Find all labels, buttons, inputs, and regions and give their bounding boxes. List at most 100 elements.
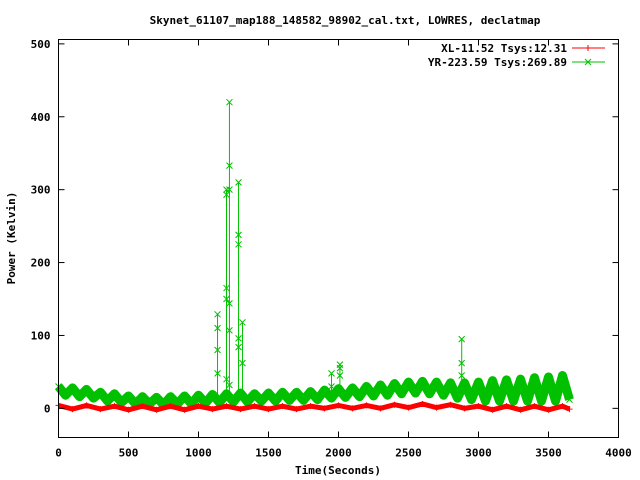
y-axis-label: Power (Kelvin) bbox=[5, 192, 18, 285]
data-point bbox=[433, 404, 440, 411]
spike-point bbox=[223, 186, 230, 194]
spike-point bbox=[235, 335, 242, 342]
data-point bbox=[153, 406, 160, 413]
data-point bbox=[223, 403, 230, 410]
spike-point bbox=[458, 372, 466, 379]
data-point bbox=[195, 391, 202, 399]
data-point bbox=[293, 388, 300, 396]
axis-ticks: 0 500 1000 1500 2000 2500 3000 3500 4000 0 100 200 3… bbox=[31, 38, 632, 460]
data-point bbox=[419, 400, 426, 407]
spike-point bbox=[328, 369, 335, 377]
data-point bbox=[335, 385, 342, 393]
x-tick-label: 0 bbox=[55, 447, 62, 460]
data-point bbox=[279, 403, 286, 410]
data-point bbox=[496, 397, 503, 405]
data-point bbox=[447, 379, 454, 387]
data-point bbox=[342, 394, 349, 401]
y-tick-label: 0 bbox=[44, 402, 51, 415]
spike-point bbox=[226, 186, 233, 194]
spike-point bbox=[226, 162, 233, 169]
spike-point bbox=[226, 381, 233, 389]
data-point bbox=[265, 406, 272, 413]
data-point bbox=[391, 380, 398, 387]
x-tick-label: 1500 bbox=[255, 447, 282, 460]
data-point bbox=[69, 384, 76, 392]
data-point bbox=[307, 403, 314, 410]
data-point bbox=[307, 388, 314, 395]
data-point bbox=[265, 389, 272, 397]
x-tick-label: 2500 bbox=[395, 447, 422, 460]
data-point bbox=[440, 391, 447, 399]
spike-point bbox=[336, 364, 344, 372]
spike-point bbox=[458, 335, 466, 343]
spike-point bbox=[235, 240, 242, 248]
data-point bbox=[503, 403, 510, 410]
data-point bbox=[412, 389, 419, 397]
data-point bbox=[503, 376, 510, 384]
data-point bbox=[489, 377, 496, 384]
data-point bbox=[181, 406, 188, 413]
data-point bbox=[531, 403, 538, 410]
spike-point bbox=[223, 375, 230, 383]
data-point bbox=[300, 396, 307, 404]
data-point bbox=[566, 406, 573, 413]
data-point bbox=[209, 406, 216, 413]
y-tick-label: 300 bbox=[31, 184, 51, 197]
data-point bbox=[83, 386, 90, 393]
data-point bbox=[139, 403, 146, 410]
spike-point bbox=[239, 359, 246, 367]
data-point bbox=[251, 403, 258, 410]
chart-title: Skynet_61107_map188_148582_98902_cal.txt… bbox=[150, 14, 541, 27]
data-point bbox=[468, 396, 475, 403]
data-point bbox=[545, 373, 552, 381]
data-point bbox=[251, 390, 258, 398]
data-point bbox=[237, 406, 244, 413]
spike-point bbox=[328, 383, 335, 390]
spike-point bbox=[214, 369, 221, 377]
spike-point bbox=[214, 310, 221, 318]
data-point bbox=[559, 372, 566, 379]
data-point bbox=[531, 374, 538, 382]
data-point bbox=[209, 391, 216, 398]
series-line-0 bbox=[58, 403, 570, 411]
data-point bbox=[391, 401, 398, 408]
data-point bbox=[461, 405, 468, 412]
data-point bbox=[90, 394, 97, 402]
data-point bbox=[475, 403, 482, 410]
x-tick-label: 3000 bbox=[465, 447, 492, 460]
data-point bbox=[433, 378, 440, 386]
y-tick-label: 100 bbox=[31, 329, 51, 342]
data-point bbox=[139, 393, 146, 401]
data-point bbox=[118, 399, 125, 406]
data-point bbox=[363, 402, 370, 409]
data-point bbox=[111, 403, 118, 410]
spike-point bbox=[223, 284, 230, 292]
x-tick-label: 4000 bbox=[605, 447, 632, 460]
data-point bbox=[230, 398, 237, 406]
x-tick-label: 500 bbox=[119, 447, 139, 460]
data-point bbox=[405, 404, 412, 411]
data-point bbox=[552, 397, 559, 405]
y-tick-label: 500 bbox=[31, 38, 51, 51]
data-point bbox=[510, 397, 517, 405]
data-point bbox=[195, 403, 202, 410]
legend: XL-11.52 Tsys:12.31 YR-223.59 Tsys:269.8… bbox=[428, 42, 605, 69]
data-point bbox=[356, 393, 363, 401]
data-point bbox=[153, 394, 160, 401]
legend-label-xl: XL-11.52 Tsys:12.31 bbox=[441, 42, 567, 55]
data-point bbox=[125, 406, 132, 413]
data-point bbox=[272, 397, 279, 405]
data-point bbox=[167, 403, 174, 410]
x-tick-label: 2000 bbox=[325, 447, 352, 460]
data-point bbox=[111, 390, 118, 398]
data-point bbox=[62, 391, 69, 399]
spike-point bbox=[239, 318, 246, 326]
data-point bbox=[489, 406, 496, 413]
data-point bbox=[363, 383, 370, 390]
spike-point bbox=[226, 326, 233, 334]
spike-point bbox=[226, 98, 233, 106]
data-point bbox=[384, 391, 391, 399]
data-point bbox=[293, 406, 300, 413]
data-point bbox=[566, 396, 573, 403]
